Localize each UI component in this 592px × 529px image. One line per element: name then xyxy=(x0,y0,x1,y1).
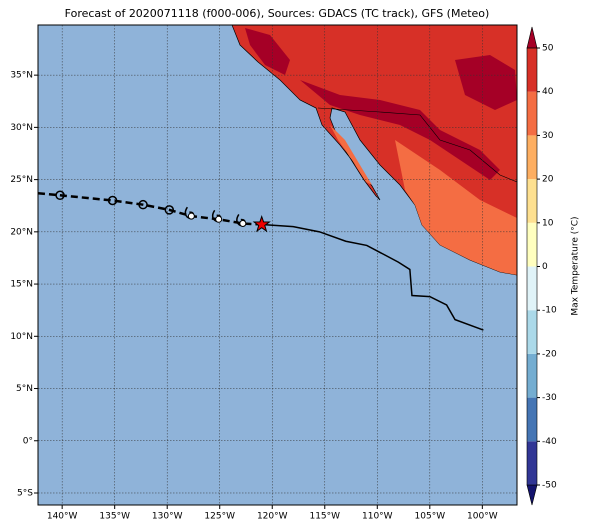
colorbar-tick-label: -40 xyxy=(542,437,557,447)
land-patch xyxy=(300,80,500,180)
colorbar-extend-high xyxy=(526,26,538,49)
x-tick-label: 115°W xyxy=(309,512,340,522)
colorbar-band xyxy=(527,441,537,485)
colorbar-band xyxy=(527,91,537,136)
x-tick-label: 100°W xyxy=(467,512,498,522)
x-tick-label: 120°W xyxy=(257,512,288,522)
x-tick-label: 135°W xyxy=(99,512,130,522)
x-tick-label: 130°W xyxy=(152,512,183,522)
colorbar-tick-label: -10 xyxy=(542,306,557,316)
land-patch xyxy=(455,55,517,110)
colorbar-tick-label: 20 xyxy=(542,175,554,185)
track-point xyxy=(187,212,195,220)
colorbar-band xyxy=(527,266,537,311)
colorbar-band xyxy=(527,179,537,223)
colorbar-tick-label: 0 xyxy=(542,262,548,272)
y-tick-label: 5°S xyxy=(17,488,33,498)
forecast-track xyxy=(261,223,484,331)
colorbar-label: Max Temperature (°C) xyxy=(571,216,581,315)
track-point xyxy=(138,199,148,210)
colorbar-tick-label: -50 xyxy=(542,481,557,491)
y-tick-label: 25°N xyxy=(10,175,33,185)
track-point xyxy=(55,190,65,201)
past-track xyxy=(38,191,262,226)
y-tick-label: 20°N xyxy=(10,227,33,237)
x-tick-label: 125°W xyxy=(204,512,235,522)
colorbar-band xyxy=(527,135,537,180)
border xyxy=(317,107,517,183)
y-tick-label: 0° xyxy=(23,436,33,446)
colorbar-extend-low xyxy=(526,484,538,506)
y-tick-label: 15°N xyxy=(10,280,33,290)
x-tick-label: 110°W xyxy=(362,512,393,522)
colorbar-tick-label: 50 xyxy=(542,44,554,54)
land-patch xyxy=(245,28,290,75)
colorbar-tick-label: 30 xyxy=(542,131,554,141)
land-patch xyxy=(395,140,517,275)
colorbar-band xyxy=(527,397,537,442)
y-tick-label: 30°N xyxy=(10,123,33,133)
track-point xyxy=(164,205,175,215)
current-position xyxy=(252,214,271,233)
y-tick-label: 5°N xyxy=(16,384,33,394)
chart-title: Forecast of 2020071118 (f000-006), Sourc… xyxy=(65,7,490,20)
track-point xyxy=(107,195,118,206)
track-point xyxy=(215,215,223,223)
colorbar-tick-label: -30 xyxy=(542,393,557,403)
colorbar-band xyxy=(527,353,537,398)
colorbar-tick-label: 10 xyxy=(542,218,554,228)
land-patch xyxy=(330,125,372,185)
land xyxy=(231,25,517,276)
colorbar-band xyxy=(527,222,537,267)
x-tick-label: 140°W xyxy=(47,512,78,522)
colorbar-tick-label: -20 xyxy=(542,349,557,359)
colorbar-band xyxy=(527,310,537,354)
colorbar-band xyxy=(527,48,537,92)
map-frame xyxy=(37,24,518,506)
colorbar-tick-label: 40 xyxy=(542,87,554,97)
y-tick-label: 10°N xyxy=(10,332,33,342)
x-tick-label: 105°W xyxy=(415,512,446,522)
track-point xyxy=(239,219,247,227)
y-tick-label: 35°N xyxy=(10,71,33,81)
